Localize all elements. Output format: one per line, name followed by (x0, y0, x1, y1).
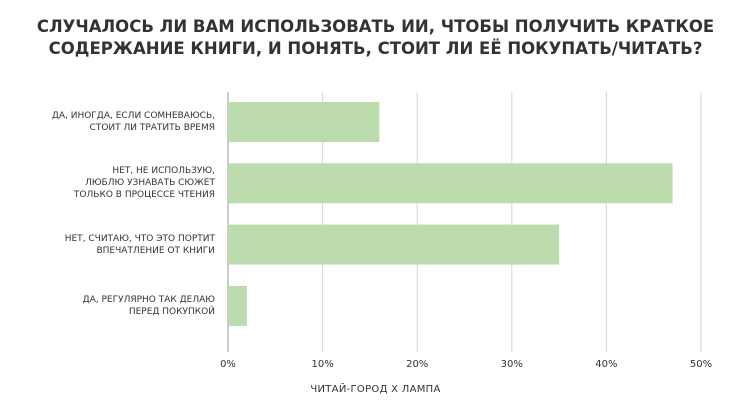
y-tick-label: ДА, ИНОГДА, ЕСЛИ СОМНЕВАЮСЬ, СТОИТ ЛИ ТР… (51, 111, 215, 133)
x-tick-label: 40% (595, 359, 617, 370)
y-tick-label: НЕТ, СЧИТАЮ, ЧТО ЭТО ПОРТИТ ВПЕЧАТЛЕНИЕ … (64, 233, 215, 256)
bar (228, 102, 380, 142)
y-tick-label: НЕТ, НЕ ИСПОЛЬЗУЮ, ЛЮБЛЮ УЗНАВАТЬ СЮЖЕТ … (73, 166, 215, 201)
x-tick-label: 20% (406, 359, 428, 370)
chart-title: СЛУЧАЛОСЬ ЛИ ВАМ ИСПОЛЬЗОВАТЬ ИИ, ЧТОБЫ … (36, 17, 715, 58)
x-tick-label: 0% (220, 359, 236, 370)
x-tick-label: 10% (311, 359, 333, 370)
bar (228, 163, 673, 204)
x-tick-label: 50% (690, 359, 712, 370)
x-tick-label: 30% (501, 359, 523, 370)
bar (228, 224, 560, 265)
y-tick-label: ДА, РЕГУЛЯРНО ТАК ДЕЛАЮ ПЕРЕД ПОКУПКОЙ (82, 294, 215, 317)
bar (228, 285, 247, 326)
source: ЧИТАЙ-ГОРОД Х ЛАМПА (310, 384, 441, 395)
